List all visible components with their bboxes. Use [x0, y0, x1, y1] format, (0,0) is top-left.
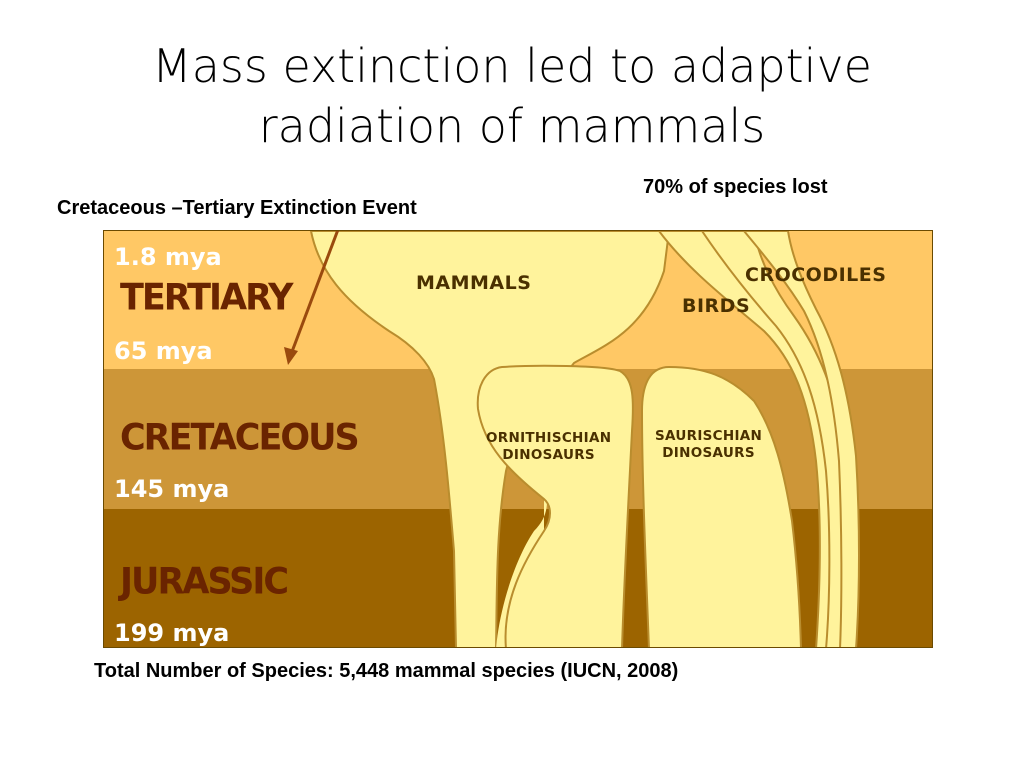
age-label-j-k-boundary: 145 mya [114, 475, 230, 503]
slide-title: Mass extinction led to adaptive radiatio… [0, 36, 1024, 156]
ornithischian-line-2: DINOSAURS [502, 447, 595, 463]
period-label-jurassic: JURASSIC [120, 561, 289, 603]
group-label-birds: BIRDS [682, 295, 751, 317]
age-label-k-t-boundary: 65 mya [114, 337, 213, 365]
extinction-event-caption: Cretaceous –Tertiary Extinction Event [57, 197, 417, 219]
title-line-1: Mass extinction led to adaptive [152, 39, 872, 93]
species-total-footer: Total Number of Species: 5,448 mammal sp… [94, 660, 679, 682]
saurischian-lineage-shape [640, 365, 802, 647]
species-lost-caption: 70% of species lost [643, 176, 828, 198]
period-label-cretaceous: CRETACEOUS [120, 417, 360, 459]
title-line-2: radiation of mammals [258, 99, 766, 153]
phylogeny-diagram: 1.8 mya 65 mya 145 mya 199 mya TERTIARY … [103, 230, 933, 648]
age-label-jurassic-base: 199 mya [114, 619, 230, 647]
period-label-tertiary: TERTIARY [120, 277, 294, 319]
group-label-crocodiles: CROCODILES [745, 264, 887, 286]
saurischian-line-2: DINOSAURS [662, 445, 755, 461]
crocodile-lineage-shape [700, 231, 850, 647]
ornithischian-lineage-shape [476, 364, 634, 647]
group-label-ornithischian: ORNITHISCHIAN DINOSAURS [486, 430, 611, 464]
saurischian-line-1: SAURISCHIAN [655, 428, 763, 444]
group-label-saurischian: SAURISCHIAN DINOSAURS [655, 428, 762, 462]
phylogeny-graphic [104, 231, 932, 647]
group-label-mammals: MAMMALS [416, 272, 532, 294]
tertiary-branch-shape [742, 231, 860, 647]
age-label-tertiary-top: 1.8 mya [114, 243, 222, 271]
ornithischian-line-1: ORNITHISCHIAN [486, 430, 612, 446]
extinction-arrow-head [284, 347, 298, 365]
extinction-arrow-line [288, 231, 340, 358]
